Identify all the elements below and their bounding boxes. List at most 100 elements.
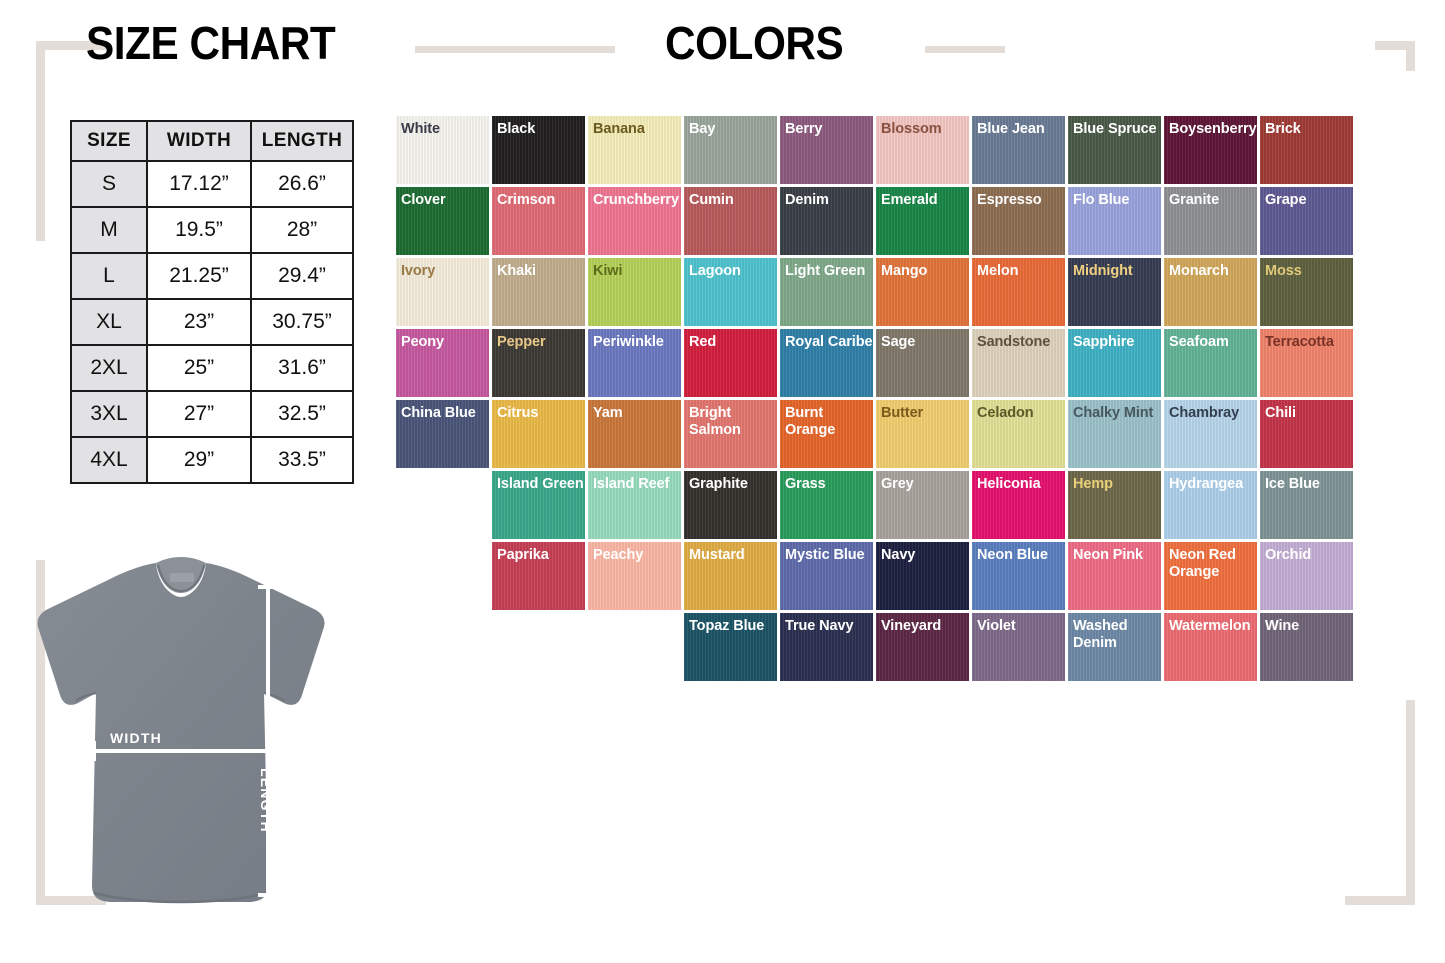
color-swatch[interactable]: Heliconia — [972, 471, 1065, 539]
color-swatch-label: Flo Blue — [1073, 192, 1130, 208]
color-swatch[interactable]: Grape — [1260, 187, 1353, 255]
color-swatch-label: Burnt Orange — [785, 405, 836, 438]
color-swatch[interactable]: Light Green — [780, 258, 873, 326]
color-swatch[interactable]: Periwinkle — [588, 329, 681, 397]
color-swatch[interactable]: Clover — [396, 187, 489, 255]
color-swatch[interactable]: Citrus — [492, 400, 585, 468]
color-swatch[interactable]: Violet — [972, 613, 1065, 681]
color-swatch[interactable]: Crunchberry — [588, 187, 681, 255]
color-swatch[interactable]: Peachy — [588, 542, 681, 610]
color-swatch[interactable]: Melon — [972, 258, 1065, 326]
color-swatch[interactable]: Yam — [588, 400, 681, 468]
cell-length: 32.5” — [250, 390, 354, 438]
color-swatch-label: Mango — [881, 263, 928, 279]
color-swatch[interactable]: Bay — [684, 116, 777, 184]
color-swatch[interactable]: China Blue — [396, 400, 489, 468]
color-swatch[interactable]: White — [396, 116, 489, 184]
color-swatch[interactable]: Flo Blue — [1068, 187, 1161, 255]
color-swatch[interactable]: Chili — [1260, 400, 1353, 468]
color-swatch[interactable]: Espresso — [972, 187, 1065, 255]
color-swatch[interactable]: Graphite — [684, 471, 777, 539]
color-swatch[interactable]: True Navy — [780, 613, 873, 681]
color-swatch[interactable]: Lagoon — [684, 258, 777, 326]
color-swatch[interactable]: Berry — [780, 116, 873, 184]
color-swatch[interactable]: Black — [492, 116, 585, 184]
color-swatch[interactable]: Khaki — [492, 258, 585, 326]
color-swatch[interactable]: Grass — [780, 471, 873, 539]
color-swatch-label: Neon Red Orange — [1169, 547, 1236, 580]
color-swatch[interactable]: Peony — [396, 329, 489, 397]
color-swatch[interactable]: Denim — [780, 187, 873, 255]
color-column: Blue Jean Espresso Melon Sandstone Celadon He… — [972, 116, 1065, 684]
color-swatch[interactable]: Mustard — [684, 542, 777, 610]
color-swatch[interactable]: Sandstone — [972, 329, 1065, 397]
color-swatch-label: Bay — [689, 121, 716, 137]
color-swatch[interactable]: Crimson — [492, 187, 585, 255]
color-swatch[interactable]: Sapphire — [1068, 329, 1161, 397]
color-swatch-label: Denim — [785, 192, 829, 208]
color-swatch[interactable]: Granite — [1164, 187, 1257, 255]
tshirt-diagram — [18, 545, 348, 935]
color-swatch[interactable]: Ivory — [396, 258, 489, 326]
color-swatch[interactable]: Hemp — [1068, 471, 1161, 539]
color-swatch[interactable]: Chambray — [1164, 400, 1257, 468]
color-swatch[interactable]: Terracotta — [1260, 329, 1353, 397]
color-swatch[interactable]: Banana — [588, 116, 681, 184]
color-swatch[interactable]: Ice Blue — [1260, 471, 1353, 539]
cell-width: 19.5” — [146, 206, 252, 254]
color-swatch[interactable]: Kiwi — [588, 258, 681, 326]
color-swatch[interactable]: Navy — [876, 542, 969, 610]
color-swatch[interactable]: Grey — [876, 471, 969, 539]
color-swatch[interactable]: Monarch — [1164, 258, 1257, 326]
color-swatch-label: Celadon — [977, 405, 1034, 421]
color-swatch[interactable]: Island Reef — [588, 471, 681, 539]
color-swatch[interactable]: Hydrangea — [1164, 471, 1257, 539]
color-swatch[interactable]: Chalky Mint — [1068, 400, 1161, 468]
color-swatch-label: Black — [497, 121, 536, 137]
color-swatch[interactable]: Topaz Blue — [684, 613, 777, 681]
color-swatch[interactable]: Mango — [876, 258, 969, 326]
color-swatch[interactable]: Moss — [1260, 258, 1353, 326]
color-swatch[interactable]: Sage — [876, 329, 969, 397]
color-swatch[interactable]: Royal Caribe — [780, 329, 873, 397]
color-swatch[interactable]: Boysenberry — [1164, 116, 1257, 184]
color-swatch[interactable]: Washed Denim — [1068, 613, 1161, 681]
color-swatch[interactable]: Watermelon — [1164, 613, 1257, 681]
color-swatch-label: Red — [689, 334, 717, 350]
color-swatch[interactable]: Blossom — [876, 116, 969, 184]
color-swatch-label: China Blue — [401, 405, 476, 421]
page-title-colors: COLORS — [665, 17, 844, 69]
measurement-overlay — [92, 585, 290, 897]
color-swatch-label: Heliconia — [977, 476, 1041, 492]
color-column: Banana Crunchberry Kiwi Periwinkle Yam Island… — [588, 116, 681, 613]
color-swatch[interactable]: Paprika — [492, 542, 585, 610]
color-swatch[interactable]: Emerald — [876, 187, 969, 255]
color-swatch[interactable]: Brick — [1260, 116, 1353, 184]
cell-width: 27” — [146, 390, 252, 438]
color-swatch[interactable]: Blue Jean — [972, 116, 1065, 184]
color-swatch[interactable]: Wine — [1260, 613, 1353, 681]
color-column: Blossom Emerald Mango Sage Butter Grey Navy Vin… — [876, 116, 969, 684]
color-swatch[interactable]: Pepper — [492, 329, 585, 397]
color-swatch[interactable]: Burnt Orange — [780, 400, 873, 468]
color-swatch[interactable]: Red — [684, 329, 777, 397]
color-swatch[interactable]: Neon Blue — [972, 542, 1065, 610]
color-swatch[interactable]: Mystic Blue — [780, 542, 873, 610]
color-swatch-label: Topaz Blue — [689, 618, 765, 634]
color-swatch[interactable]: Celadon — [972, 400, 1065, 468]
color-swatch-label: Island Reef — [593, 476, 670, 492]
color-swatch[interactable]: Bright Salmon — [684, 400, 777, 468]
color-swatch[interactable]: Island Green — [492, 471, 585, 539]
color-swatch-label: Neon Blue — [977, 547, 1048, 563]
color-swatch[interactable]: Orchid — [1260, 542, 1353, 610]
color-swatch[interactable]: Blue Spruce — [1068, 116, 1161, 184]
color-swatch[interactable]: Midnight — [1068, 258, 1161, 326]
color-swatch[interactable]: Vineyard — [876, 613, 969, 681]
color-swatch[interactable]: Cumin — [684, 187, 777, 255]
color-swatch[interactable]: Seafoam — [1164, 329, 1257, 397]
color-swatch-label: Blossom — [881, 121, 942, 137]
color-swatch[interactable]: Neon Pink — [1068, 542, 1161, 610]
cell-length: 29.4” — [250, 252, 354, 300]
color-swatch[interactable]: Neon Red Orange — [1164, 542, 1257, 610]
color-swatch[interactable]: Butter — [876, 400, 969, 468]
